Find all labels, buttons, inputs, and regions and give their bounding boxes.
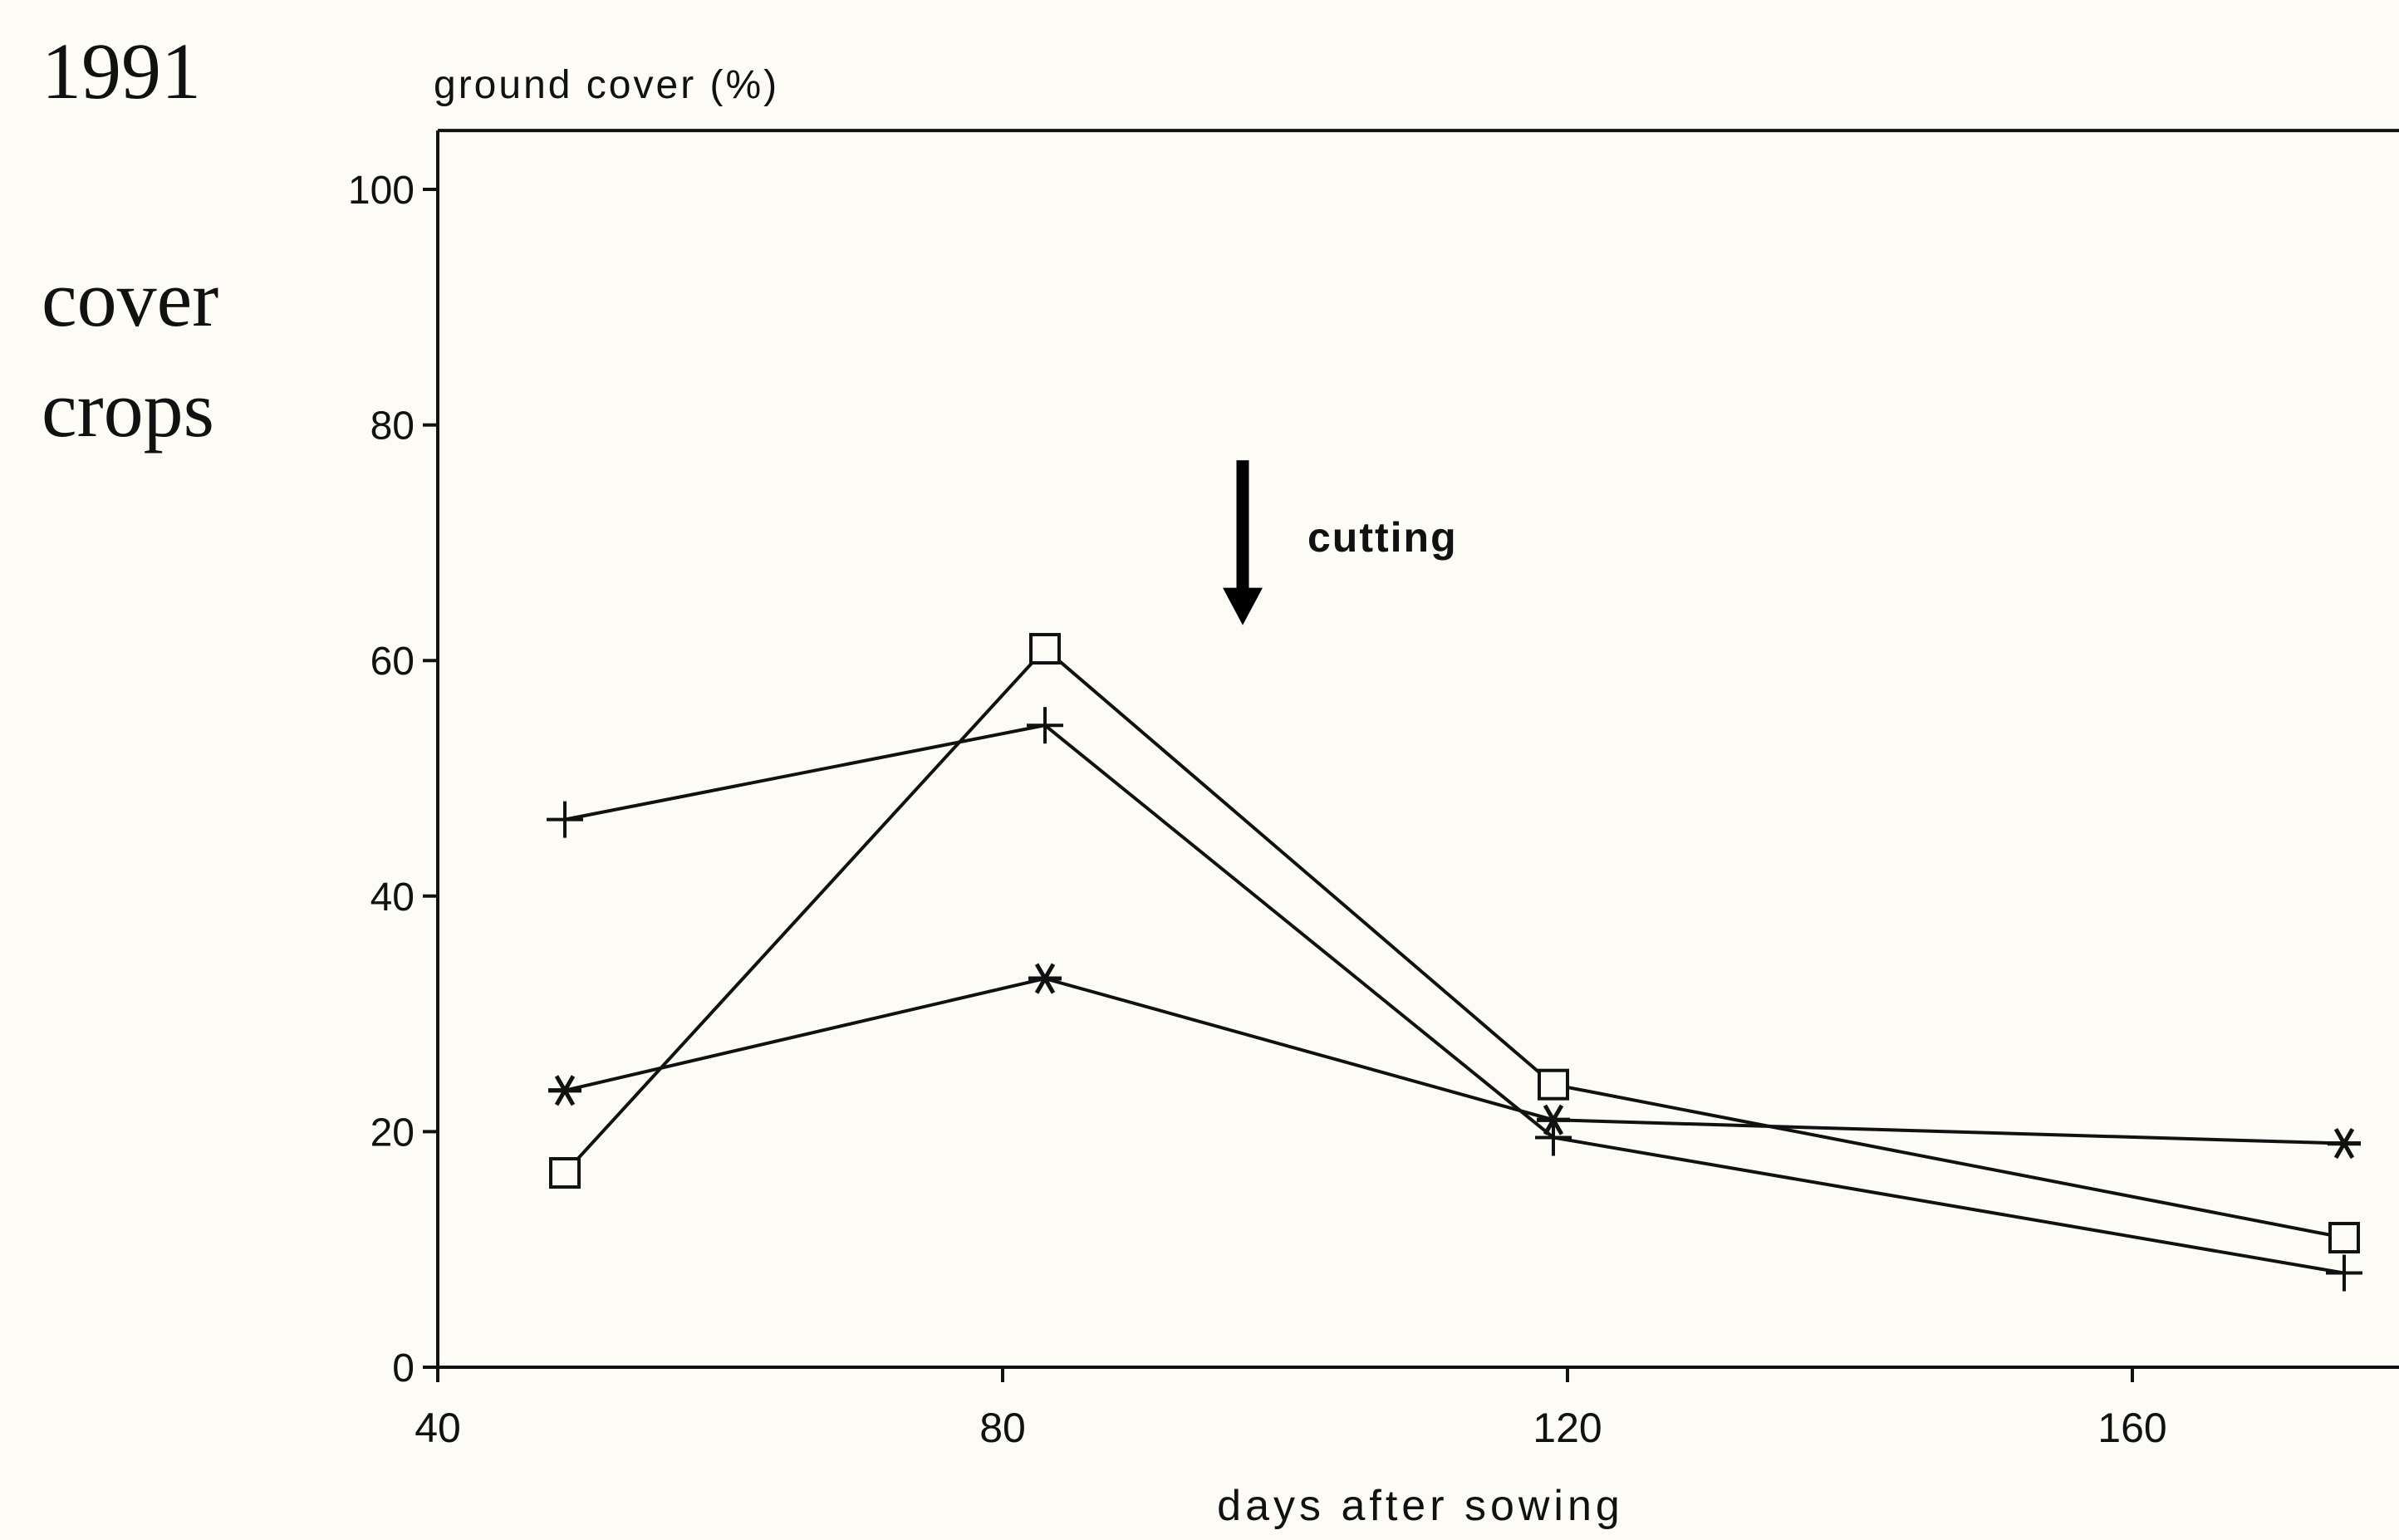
y-tick-label: 60 [370,640,415,684]
data-point-asterisk [1537,1104,1570,1135]
square-marker [1029,633,1061,665]
square-marker [549,1157,581,1189]
data-point-plus [1027,707,1063,744]
y-tick-label: 20 [370,1111,415,1155]
series-markers [547,633,2362,1292]
x-tick-label: 160 [2097,1405,2166,1451]
square-marker [1538,1068,1569,1101]
series-lines [563,646,2345,1275]
cutting-arrow-head [1223,587,1263,625]
y-tick-label: 0 [392,1346,415,1390]
tick-labels: 0 20 40 60 80 100 40 80 120 160 [348,169,2167,1451]
y-tick-label: 40 [370,875,415,920]
x-tick-label: 80 [979,1405,1026,1451]
data-point-plus [2326,1254,2362,1292]
axes [423,129,2399,1382]
x-tick-label: 40 [415,1405,461,1451]
cutting-label: cutting [1307,514,1458,561]
x-axis-label: days after sowing [1217,1482,1624,1530]
series-line-asterisk [564,976,2345,1145]
data-point-square [549,1157,581,1189]
y-axis-label: ground cover (%) [434,63,779,107]
series-line-plus [564,723,2345,1275]
cutting-annotation: cutting [1223,460,1458,625]
panel-year: 1991 [42,27,201,115]
data-point-square [2328,1222,2360,1254]
panel-label-line2: crops [42,365,214,454]
data-point-asterisk [2328,1128,2361,1160]
y-tick-label: 100 [348,169,415,213]
data-point-square [1538,1068,1569,1101]
x-tick-label: 120 [1533,1405,1602,1451]
data-point-plus [547,801,583,838]
square-marker [2328,1222,2360,1254]
panel-label-line1: cover [42,254,219,343]
series-line-square [563,646,2345,1239]
data-point-asterisk [1028,963,1062,994]
data-point-square [1029,633,1061,665]
data-point-asterisk [548,1075,581,1106]
y-tick-label: 80 [370,405,415,449]
data-point-plus [1535,1119,1572,1156]
